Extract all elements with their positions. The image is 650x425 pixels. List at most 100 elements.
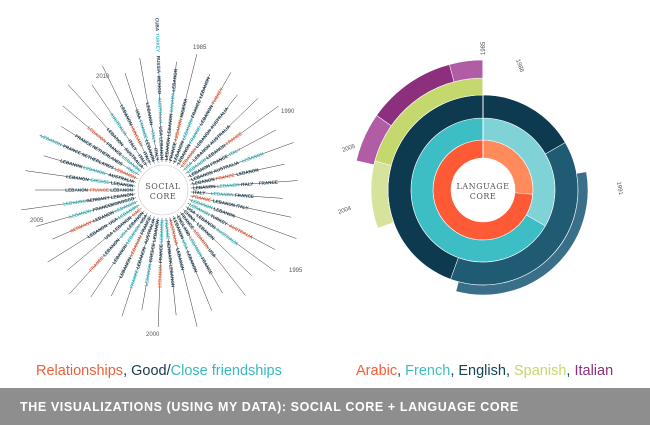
social-spoke <box>189 142 294 181</box>
social-spoke-label: LEBANON <box>241 151 265 164</box>
social-year-2005: 2005 <box>30 218 44 224</box>
social-spoke <box>67 207 142 271</box>
social-spoke-label: USA <box>158 126 163 137</box>
social-spoke-label: USA <box>108 216 119 226</box>
social-spoke-label: RUSSIA <box>156 56 162 74</box>
social-spoke-label: LEBANON <box>110 188 133 193</box>
social-spoke <box>69 210 145 295</box>
social-spoke-label: CANADA <box>169 92 176 113</box>
social-spoke-label: FRANCE <box>129 269 140 289</box>
language-core-circle <box>451 158 515 222</box>
social-spoke <box>190 191 283 199</box>
legend-sep: , <box>450 363 459 379</box>
social-spoke-label: USA <box>183 160 194 171</box>
social-spoke-label: USA <box>119 228 130 239</box>
social-year-1985: 1985 <box>193 45 207 51</box>
social-spoke-label: FRANCE <box>168 142 177 162</box>
legend-italian: Italian <box>574 363 614 379</box>
social-spoke <box>165 61 177 163</box>
social-year-1990: 1990 <box>281 109 295 115</box>
social-spoke-label: LEBANON <box>164 137 171 161</box>
social-spoke <box>91 84 148 167</box>
social-spoke <box>180 211 246 296</box>
social-spoke-label: LEBANON <box>217 182 241 189</box>
legend-french: French <box>405 363 451 379</box>
social-spoke-label: LEBANON <box>63 198 87 206</box>
social-year-2000: 2000 <box>146 332 160 338</box>
spanish-ring-segment <box>370 160 395 229</box>
social-spoke <box>158 72 163 163</box>
social-spoke <box>67 84 145 170</box>
social-spoke-label: DENMARK <box>166 240 173 265</box>
social-spoke-label: LEBANON <box>118 256 133 279</box>
social-spoke-label: FRANCE <box>92 203 112 213</box>
social-spoke-label: LEBANON <box>212 198 236 208</box>
social-spoke-label: LEBANON <box>110 192 134 200</box>
social-spoke-label: LEBANON <box>166 113 173 137</box>
social-spoke <box>36 197 137 227</box>
social-spoke-label: ITALY <box>241 181 254 187</box>
language-year-1985: 1985 <box>481 41 487 55</box>
social-spoke-label: FRANCE <box>158 244 164 263</box>
language-year-1986: 1986 <box>514 59 524 74</box>
social-spoke <box>111 215 151 297</box>
social-spoke <box>180 94 238 169</box>
social-spoke-label: FRANCE <box>225 131 243 146</box>
social-spoke-label: TURKEY <box>210 87 224 106</box>
social-spoke-label: ITALY <box>153 148 160 161</box>
language-legend: Arabic, French, English, Spanish, Italia… <box>356 363 613 379</box>
social-spoke-label: USA <box>103 230 114 241</box>
social-spoke-label: FRANCE <box>190 99 202 119</box>
social-spoke <box>62 105 142 173</box>
language-year-2005: 2005 <box>342 143 357 153</box>
social-spoke <box>165 217 177 316</box>
social-spoke-label: LEBANON <box>157 264 163 288</box>
social-spoke <box>182 209 252 276</box>
social-spoke-label: USA <box>139 213 149 224</box>
social-spoke-label: LEBANON <box>211 191 235 198</box>
social-spoke <box>187 129 277 178</box>
social-spoke <box>187 202 276 250</box>
social-spoke <box>190 163 285 185</box>
social-core-label-1: SOCIAL <box>145 182 181 191</box>
language-rings <box>355 58 589 296</box>
social-spoke <box>176 214 223 294</box>
social-spoke <box>90 213 148 298</box>
language-core-label-1: LANGUAGE <box>457 182 510 191</box>
social-spoke-label: LEBANON <box>185 250 198 274</box>
social-spoke-label: LEBANON <box>173 117 184 141</box>
language-core-chart: LANGUAGE CORE 1985 1986 1991 2004 2005 <box>338 41 623 296</box>
social-spoke-label: FRANCE <box>235 193 254 199</box>
social-spoke <box>182 98 259 171</box>
language-year-2004: 2004 <box>338 205 353 215</box>
social-spoke <box>124 72 155 164</box>
social-spoke-label: ITALY <box>142 151 152 164</box>
social-spoke <box>121 216 155 317</box>
social-spoke-label: FRANCE <box>192 194 212 203</box>
legend-english: English <box>458 363 506 379</box>
legend-slash: / <box>166 363 171 379</box>
social-spoke-label: ITALY <box>228 147 241 157</box>
social-spoke-label: LEBANON <box>151 218 160 242</box>
social-spoke <box>173 74 211 165</box>
social-spoke <box>157 217 163 327</box>
social-spoke <box>43 155 137 183</box>
social-spoke <box>21 193 136 211</box>
social-spoke-label: FRANCE <box>200 256 214 275</box>
social-spoke-label: NIGERIA <box>179 97 189 117</box>
social-spoke-label: ITALY <box>137 153 148 166</box>
visualizations-stage: LEBANON USA AUSTRALIA MEXICO RUSSIA TURKEY CUB… <box>21 18 623 379</box>
social-spoke-label: USA <box>186 206 197 216</box>
social-spoke-label: FRANCE <box>215 172 235 181</box>
social-year-1995: 1995 <box>289 268 303 274</box>
social-spoke <box>169 54 198 163</box>
social-spoke-label: FRANCE <box>164 220 171 240</box>
social-spoke <box>139 57 159 163</box>
